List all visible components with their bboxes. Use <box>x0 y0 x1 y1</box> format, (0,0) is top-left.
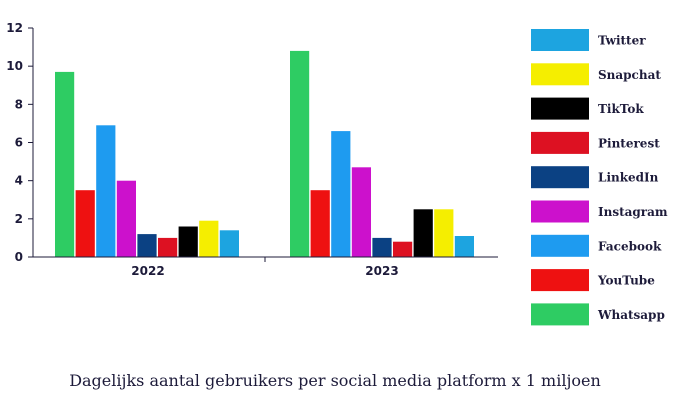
y-tick-labels: 0 2 4 6 8 10 12 <box>6 21 33 264</box>
legend-item-pinterest: Pinterest <box>531 131 660 154</box>
bar-youtube-2022 <box>75 190 95 257</box>
bar-facebook-2022 <box>96 125 116 257</box>
bar-whatsapp-2023 <box>290 50 310 258</box>
legend-swatch <box>531 303 589 326</box>
bar-linkedin-2023 <box>372 237 392 257</box>
legend-item-twitter: Twitter <box>531 29 646 51</box>
bar-whatsapp-2022 <box>55 71 75 258</box>
bar-twitter-2022 <box>219 230 239 257</box>
bar-snapchat-2022 <box>199 220 219 257</box>
legend-label: Facebook <box>598 239 662 253</box>
x-category-labels: 2022 2023 <box>131 257 399 278</box>
legend-swatch <box>531 63 589 86</box>
bar-youtube-2023 <box>310 190 330 257</box>
legend-item-facebook: Facebook <box>531 234 662 257</box>
legend-swatch <box>531 97 589 120</box>
legend-label: LinkedIn <box>598 171 659 185</box>
bar-twitter-2023 <box>454 236 474 257</box>
bar-instagram-2023 <box>351 167 371 257</box>
legend-swatch <box>531 234 589 257</box>
bar-linkedin-2022 <box>137 234 157 257</box>
y-tick-label: 6 <box>15 136 23 150</box>
bar-snapchat-2023 <box>434 209 454 257</box>
legend-label: Pinterest <box>598 136 660 150</box>
y-tick-label: 12 <box>6 21 23 35</box>
legend-item-youtube: YouTube <box>531 269 655 292</box>
legend-label: TikTok <box>598 102 644 116</box>
y-tick-label: 2 <box>15 212 23 226</box>
bar-facebook-2023 <box>331 131 351 257</box>
legend-swatch <box>531 269 589 292</box>
y-tick-label: 0 <box>15 250 23 264</box>
legend-label: YouTube <box>597 274 655 288</box>
legend-label: Twitter <box>598 34 646 48</box>
legend: Twitter Snapchat TikTok Pinterest LinkedIn In… <box>531 29 668 326</box>
legend-label: Snapchat <box>598 68 661 82</box>
bar-pinterest-2023 <box>393 241 413 257</box>
legend-item-whatsapp: Whatsapp <box>531 303 665 326</box>
bar-pinterest-2022 <box>158 237 178 257</box>
chart-title: Dagelijks aantal gebruikers per social m… <box>69 371 601 390</box>
legend-label: Instagram <box>598 205 668 219</box>
legend-item-instagram: Instagram <box>531 200 668 223</box>
bar-instagram-2022 <box>116 180 136 257</box>
bar-tiktok-2022 <box>178 226 198 257</box>
bars <box>55 50 474 258</box>
legend-item-tiktok: TikTok <box>531 97 644 120</box>
y-tick-label: 10 <box>6 59 23 73</box>
bar-tiktok-2023 <box>413 209 433 257</box>
legend-swatch <box>531 29 589 51</box>
legend-item-snapchat: Snapchat <box>531 63 661 86</box>
y-tick-label: 8 <box>15 97 23 111</box>
legend-swatch <box>531 131 589 154</box>
legend-swatch <box>531 166 589 189</box>
legend-label: Whatsapp <box>597 308 665 322</box>
x-category-label: 2022 <box>131 264 164 278</box>
legend-swatch <box>531 200 589 223</box>
y-tick-label: 4 <box>15 174 23 188</box>
x-category-label: 2023 <box>365 264 398 278</box>
legend-item-linkedin: LinkedIn <box>531 166 659 189</box>
